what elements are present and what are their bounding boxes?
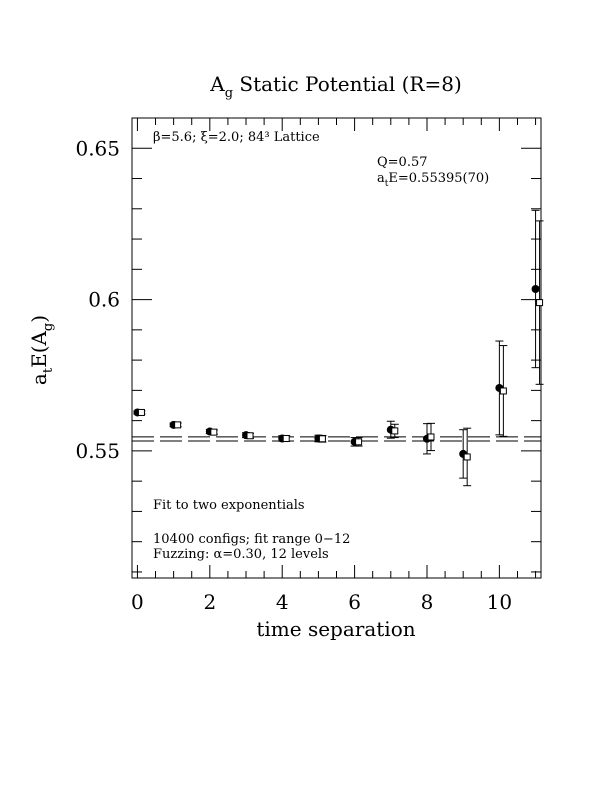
data-point-square [355, 438, 363, 446]
data-point-square [174, 421, 182, 429]
data-point-square [427, 433, 435, 441]
data-point-square [246, 432, 254, 440]
fuzzing-annotation: Fuzzing: α=0.30, 12 levels [153, 547, 329, 562]
y-tick-labels: 0.55 0.6 0.65 [75, 136, 120, 463]
x-tick-label: 8 [421, 590, 434, 614]
y-axis-label: atE(Ag) [27, 315, 56, 385]
data-point-square [463, 453, 471, 461]
data-point-square [536, 299, 544, 307]
data-point-square [282, 434, 290, 442]
x-tick-label: 0 [131, 590, 144, 614]
data-point-square [318, 435, 326, 443]
y-tick-label: 0.55 [75, 439, 120, 463]
y-tick-label: 0.6 [88, 288, 120, 312]
fit-band [132, 436, 541, 442]
y-tick-label: 0.65 [75, 136, 120, 160]
data-point-square [210, 428, 218, 436]
fit-type-annotation: Fit to two exponentials [153, 498, 305, 513]
x-tick-label: 2 [203, 590, 216, 614]
data-series [133, 209, 544, 487]
chart-title: Ag Static Potential (R=8) [209, 72, 462, 101]
data-point-square [391, 427, 399, 435]
data-point-circle [531, 284, 540, 293]
x-axis-label: time separation [256, 617, 415, 641]
x-tick-label: 6 [348, 590, 361, 614]
configs-annotation: 10400 configs; fit range 0−12 [153, 532, 350, 547]
data-point-square [499, 387, 507, 395]
axis-ticks [132, 117, 541, 578]
data-point-square [137, 408, 145, 416]
energy-annotation: atE=0.55395(70) [377, 171, 489, 189]
lattice-annotation: β=5.6; ξ=2.0; 84³ Lattice [153, 130, 320, 145]
x-tick-label: 4 [276, 590, 289, 614]
x-tick-labels: 0 2 4 6 8 10 [131, 590, 512, 614]
q-value-annotation: Q=0.57 [377, 155, 428, 170]
x-tick-label: 10 [487, 590, 512, 614]
